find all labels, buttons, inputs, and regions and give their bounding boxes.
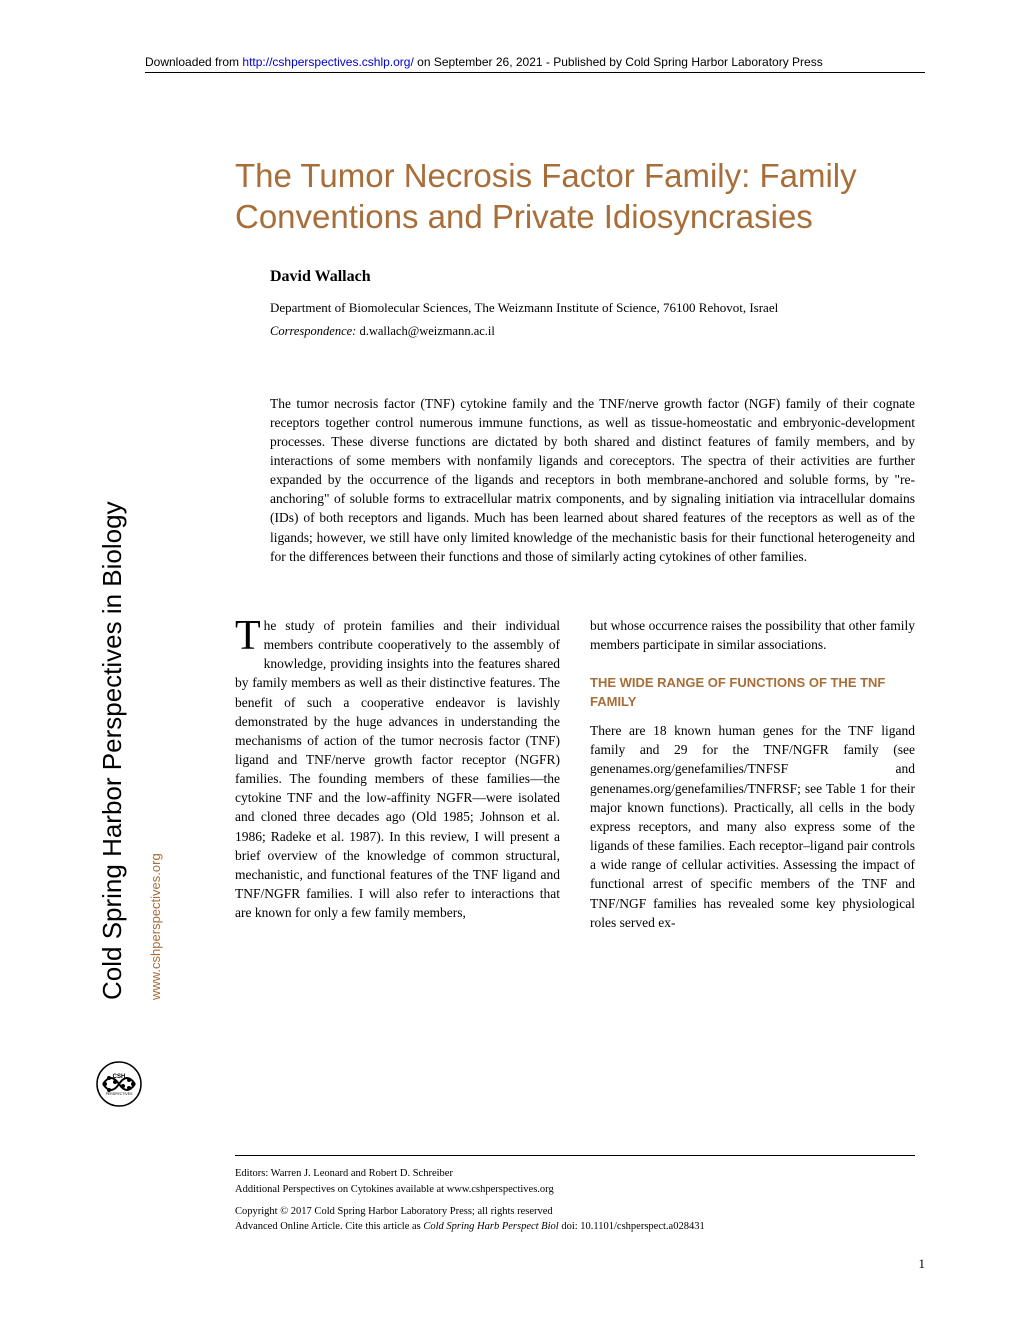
page-number: 1: [919, 1256, 926, 1272]
column-right: but whose occurrence raises the possibil…: [590, 616, 915, 932]
svg-text:PERSPECTIVES: PERSPECTIVES: [106, 1092, 134, 1096]
article-title: The Tumor Necrosis Factor Family: Family…: [235, 155, 915, 238]
footer-editors: Editors: Warren J. Leonard and Robert D.…: [235, 1166, 915, 1182]
csh-logo-icon: CSH PERSPECTIVES: [95, 1060, 143, 1108]
cite-suffix: doi: 10.1101/cshperspect.a028431: [559, 1221, 705, 1232]
abstract: The tumor necrosis factor (TNF) cytokine…: [270, 394, 915, 566]
header-prefix: Downloaded from: [145, 55, 242, 69]
footer-citation: Advanced Online Article. Cite this artic…: [235, 1219, 915, 1235]
dropcap: T: [235, 616, 264, 655]
header-suffix: on September 26, 2021 - Published by Col…: [414, 55, 823, 69]
intro-paragraph: The study of protein families and their …: [235, 616, 560, 923]
series-title: Cold Spring Harbor Perspectives in Biolo…: [97, 501, 128, 1000]
header-rule: [145, 72, 925, 73]
section-heading: THE WIDE RANGE OF FUNCTIONS OF THE TNF F…: [590, 674, 915, 711]
col1-text: he study of protein families and their i…: [235, 618, 560, 920]
series-url[interactable]: www.cshperspectives.org: [148, 853, 163, 1000]
download-header: Downloaded from http://cshperspectives.c…: [145, 55, 925, 69]
body-columns: The study of protein families and their …: [235, 616, 915, 932]
col2-para1: but whose occurrence raises the possibil…: [590, 616, 915, 654]
footer-copyright: Copyright © 2017 Cold Spring Harbor Labo…: [235, 1204, 915, 1220]
correspondence: Correspondence: d.wallach@weizmann.ac.il: [270, 324, 915, 339]
column-left: The study of protein families and their …: [235, 616, 560, 932]
cite-prefix: Advanced Online Article. Cite this artic…: [235, 1221, 423, 1232]
correspondence-label: Correspondence:: [270, 324, 356, 338]
footer-additional: Additional Perspectives on Cytokines ava…: [235, 1182, 915, 1198]
cite-journal: Cold Spring Harb Perspect Biol: [423, 1221, 558, 1232]
col2-para2: There are 18 known human genes for the T…: [590, 721, 915, 932]
article-content: The Tumor Necrosis Factor Family: Family…: [235, 155, 915, 932]
svg-text:CSH: CSH: [113, 1074, 126, 1080]
correspondence-email: d.wallach@weizmann.ac.il: [359, 324, 494, 338]
affiliation: Department of Biomolecular Sciences, The…: [270, 300, 915, 316]
author-name: David Wallach: [270, 268, 915, 286]
header-link[interactable]: http://cshperspectives.cshlp.org/: [242, 55, 413, 69]
footer: Editors: Warren J. Leonard and Robert D.…: [235, 1155, 915, 1235]
sidebar: Cold Spring Harbor Perspectives in Biolo…: [100, 440, 140, 1060]
